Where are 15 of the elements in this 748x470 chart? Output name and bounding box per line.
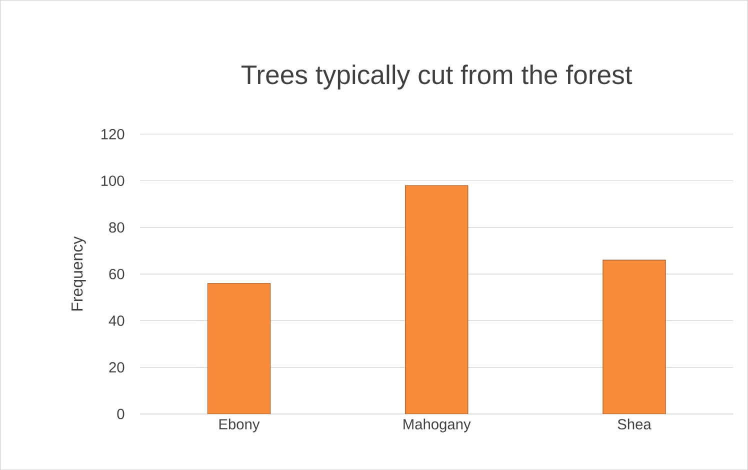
y-tick-label: 40 — [108, 315, 124, 326]
y-tick-label: 100 — [101, 176, 124, 186]
chart-title: Trees typically cut from the forest — [242, 64, 632, 90]
y-axis-title: Frequency — [72, 236, 86, 310]
y-tick-label: 0 — [117, 408, 124, 420]
bar — [602, 260, 666, 414]
x-tick-label: Shea — [618, 418, 652, 430]
y-tick-label: 60 — [109, 268, 124, 280]
x-tick-label: Mahogany — [404, 418, 471, 432]
bar — [207, 283, 271, 414]
bar — [405, 185, 468, 414]
y-tick-label: 20 — [109, 362, 124, 372]
y-tick-label: 80 — [109, 222, 124, 233]
y-tick-label: 120 — [101, 128, 124, 140]
x-tick-label: Ebony — [219, 418, 260, 432]
